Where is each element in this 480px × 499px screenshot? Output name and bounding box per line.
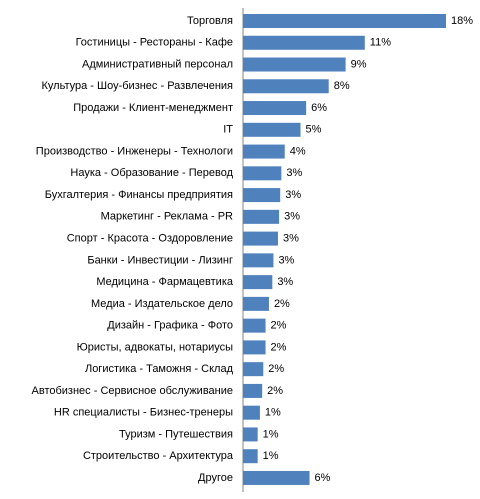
bar (243, 470, 310, 485)
category-label: Дизайн - Графика - Фото (107, 320, 233, 332)
category-label: Гостиницы - Рестораны - Кафе (76, 37, 233, 49)
bar (243, 340, 266, 355)
bar (243, 14, 446, 28)
category-label: Строительство - Архитектура (83, 450, 234, 462)
data-label: 3% (285, 189, 301, 201)
category-label: Культура - Шоу-бизнес - Развлечения (42, 80, 234, 92)
category-label: Логистика - Таможня - Склад (85, 363, 234, 375)
data-label: 3% (286, 167, 302, 179)
category-label: Производство - Инженеры - Технологи (36, 145, 233, 157)
bar (243, 101, 307, 116)
bar (243, 122, 301, 137)
bar (243, 296, 269, 311)
data-label: 8% (334, 80, 350, 92)
bar (243, 383, 263, 398)
data-label: 5% (306, 124, 322, 136)
bar (243, 318, 266, 333)
category-label: Административный персонал (82, 58, 233, 70)
bar (243, 166, 282, 181)
bar (243, 275, 273, 290)
category-label: Торговля (187, 15, 233, 27)
category-label: Продажи - Клиент-менеджмент (73, 102, 233, 114)
bar (243, 209, 280, 224)
category-label: Юристы, адвокаты, нотариусы (77, 341, 233, 353)
data-label: 3% (278, 254, 294, 266)
bar (243, 405, 260, 420)
data-label: 6% (315, 472, 331, 484)
data-label: 1% (265, 407, 281, 419)
data-label: 4% (290, 145, 306, 157)
category-label: HR специалисты - Бизнес-тренеры (54, 407, 233, 419)
category-label: Спорт - Красота - Оздоровление (67, 233, 233, 245)
data-label: 2% (271, 320, 287, 332)
data-label: 18% (451, 15, 473, 27)
data-label: 3% (283, 233, 299, 245)
data-label: 3% (284, 211, 300, 223)
bar (243, 449, 258, 464)
data-label: 6% (311, 102, 327, 114)
bar (243, 253, 274, 268)
data-label: 2% (274, 298, 290, 310)
bar (243, 188, 281, 203)
data-label: 1% (263, 428, 279, 440)
bar (243, 57, 346, 72)
data-label: 1% (263, 450, 279, 462)
category-label: IT (223, 124, 233, 136)
category-label: Наука - Образование - Перевод (70, 167, 233, 179)
category-label: Другое (198, 472, 233, 484)
data-label: 2% (267, 385, 283, 397)
data-label: 2% (271, 341, 287, 353)
category-label: Бухгалтерия - Финансы предприятия (45, 189, 233, 201)
category-label: Банки - Инвестиции - Лизинг (87, 254, 233, 266)
category-label: Маркетинг - Реклама - PR (101, 211, 233, 223)
category-label: Автобизнес - Сервисное обслуживание (32, 385, 233, 397)
data-label: 3% (277, 276, 293, 288)
bar (243, 231, 278, 246)
category-label: Медиа - Издательское дело (91, 298, 233, 310)
data-label: 11% (370, 37, 391, 49)
category-label: Медицина - Фармацевтика (96, 276, 234, 288)
data-label: 2% (268, 363, 284, 375)
bar (243, 362, 264, 377)
bar (243, 35, 365, 50)
data-label: 9% (351, 58, 367, 70)
bar (243, 144, 285, 159)
category-label: Туризм - Путешествия (119, 428, 233, 440)
bar (243, 427, 258, 442)
bar (243, 79, 329, 94)
